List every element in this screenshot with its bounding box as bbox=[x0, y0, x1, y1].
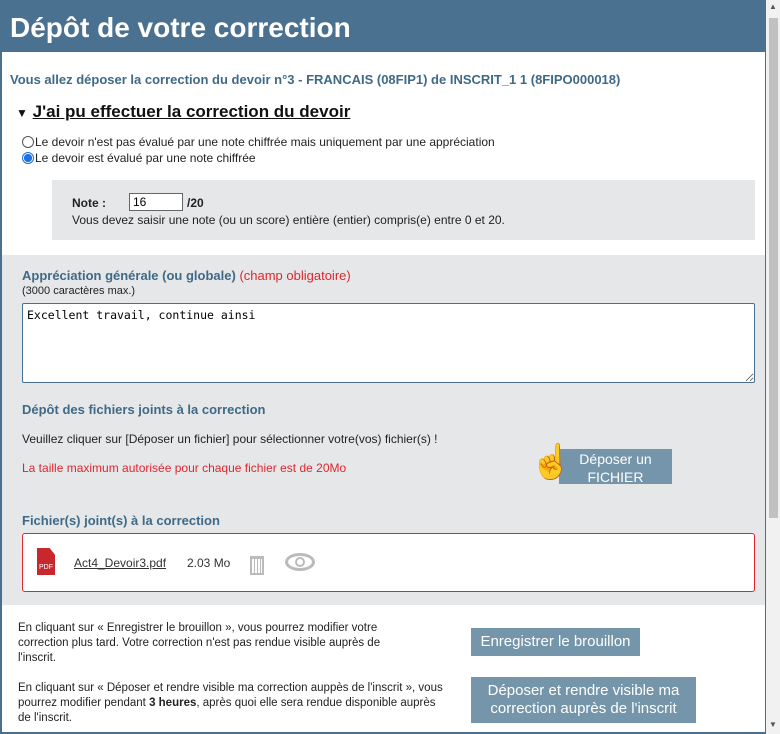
note-label: Note : bbox=[72, 196, 106, 210]
page-title: Dépôt de votre correction bbox=[0, 0, 766, 52]
upload-instruction: Veuillez cliquer sur [Déposer un fichier… bbox=[22, 432, 438, 446]
save-draft-button[interactable]: Enregistrer le brouillon bbox=[471, 628, 640, 656]
upload-button-label-2: FICHIER bbox=[587, 469, 644, 485]
radio-button[interactable] bbox=[22, 152, 34, 164]
radio-note[interactable]: Le devoir est évalué par une note chiffr… bbox=[22, 151, 256, 165]
max-size-warning: La taille maximum autorisée pour chaque … bbox=[22, 461, 347, 475]
publish-duration: 3 heures bbox=[149, 697, 197, 709]
appreciation-label: Appréciation générale (ou globale) (cham… bbox=[22, 268, 351, 283]
file-size: 2.03 Mo bbox=[187, 556, 231, 570]
scrollbar-thumb[interactable] bbox=[769, 18, 778, 518]
upload-file-button[interactable]: Déposer un FICHIER bbox=[559, 449, 672, 485]
files-title: Fichier(s) joint(s) à la correction bbox=[22, 513, 220, 528]
note-hint: Vous devez saisir une note (ou un score)… bbox=[72, 213, 505, 227]
hand-cursor-icon: ☝ bbox=[530, 443, 573, 481]
pdf-icon: PDF bbox=[37, 548, 55, 575]
required-label: (champ obligatoire) bbox=[239, 268, 351, 283]
draft-explanation: En cliquant sur « Enregistrer le brouill… bbox=[18, 622, 381, 664]
radio-label: Le devoir est évalué par une note chiffr… bbox=[35, 151, 256, 165]
appreciation-title: Appréciation générale (ou globale) bbox=[22, 268, 236, 283]
trash-icon[interactable] bbox=[250, 556, 264, 575]
note-max: /20 bbox=[187, 196, 204, 210]
caret-down-icon: ▼ bbox=[16, 106, 28, 120]
file-link[interactable]: Act4_Devoir3.pdf bbox=[74, 556, 167, 570]
section-toggle[interactable]: ▼ J'ai pu effectuer la correction du dev… bbox=[16, 102, 350, 122]
eye-icon[interactable] bbox=[285, 553, 315, 571]
char-limit: (3000 caractères max.) bbox=[22, 285, 136, 297]
file-list: PDF Act4_Devoir3.pdf 2.03 Mo bbox=[22, 533, 755, 592]
note-box: Note : /20 Vous devez saisir une note (o… bbox=[52, 180, 755, 240]
radio-label: Le devoir n'est pas évalué par une note … bbox=[35, 135, 495, 149]
publish-text: En cliquant sur « Déposer et rendre visi… bbox=[18, 682, 443, 709]
publish-explanation: En cliquant sur « Déposer et rendre visi… bbox=[18, 681, 448, 726]
upload-button-label: Déposer un bbox=[579, 451, 652, 467]
scroll-down-icon[interactable]: ▼ bbox=[769, 720, 777, 729]
note-input[interactable] bbox=[129, 193, 183, 211]
upload-title: Dépôt des fichiers joints à la correctio… bbox=[22, 402, 266, 417]
intro-text: Vous allez déposer la correction du devo… bbox=[10, 72, 621, 87]
radio-button[interactable] bbox=[22, 136, 34, 148]
radio-appreciation[interactable]: Le devoir n'est pas évalué par une note … bbox=[22, 135, 495, 149]
scroll-up-icon[interactable]: ▲ bbox=[769, 2, 777, 11]
publish-text-end: , après quoi elle sera rendue disponible… bbox=[18, 697, 436, 724]
publish-button[interactable]: Déposer et rendre visible ma correction … bbox=[471, 677, 696, 723]
section-title: J'ai pu effectuer la correction du devoi… bbox=[32, 102, 351, 121]
appreciation-textarea[interactable]: Excellent travail, continue ainsi bbox=[22, 303, 755, 383]
